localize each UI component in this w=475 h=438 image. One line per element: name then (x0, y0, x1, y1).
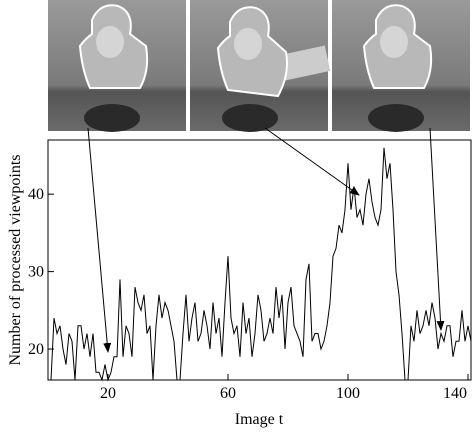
data-line (50, 147, 472, 382)
x-tick-label: 60 (220, 385, 236, 402)
x-tick-label: 140 (443, 385, 467, 402)
plot-frame (47, 139, 472, 381)
photo (190, 0, 331, 132)
x-axis-label: Image t (235, 411, 284, 428)
y-tick-label: 20 (28, 341, 44, 358)
photo (48, 0, 186, 132)
photo (332, 0, 470, 132)
annotation-arrows (87, 127, 445, 353)
y-tick-label: 40 (28, 186, 44, 203)
photo-strip (48, 0, 470, 132)
x-tick-label: 20 (100, 385, 116, 402)
y-tick-label: 30 (28, 264, 44, 281)
y-axis-label: Number of processed viewpoints (7, 154, 24, 365)
x-tick-label: 100 (336, 385, 360, 402)
